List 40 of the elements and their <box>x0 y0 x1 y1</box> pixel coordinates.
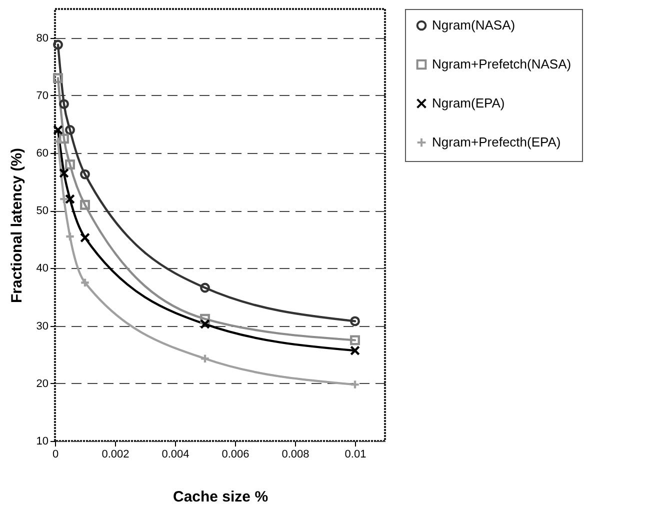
x-tick-label: 0.006 <box>222 448 250 460</box>
point <box>65 232 75 242</box>
point <box>65 160 75 170</box>
point <box>200 314 210 324</box>
y-tick-label: 20 <box>36 378 48 390</box>
point <box>80 200 90 210</box>
point <box>59 99 69 110</box>
point <box>80 169 90 180</box>
legend-label: Ngram(NASA) <box>432 18 516 32</box>
y-axis-title: Fractional latency (%) <box>8 148 26 304</box>
point <box>350 335 360 346</box>
x-tick-label: 0.004 <box>162 448 190 460</box>
point <box>200 282 210 293</box>
legend-label: Ngram+Prefetch(NASA) <box>432 56 572 72</box>
point <box>59 134 69 144</box>
point <box>65 124 75 135</box>
point <box>65 194 75 204</box>
x-tick-label: 0 <box>52 448 59 460</box>
x-tick-label: 0.008 <box>282 448 310 460</box>
y-tick-label: 30 <box>36 320 48 332</box>
x-tick-label: 0.01 <box>344 448 366 460</box>
legend-label: Ngram(EPA) <box>432 96 505 110</box>
point <box>200 319 210 330</box>
y-tick-label: 70 <box>36 90 48 102</box>
legend-label: Ngram+Prefecth(EPA) <box>432 134 561 150</box>
y-tick-label: 80 <box>36 32 48 44</box>
point <box>350 346 360 356</box>
point <box>59 168 69 178</box>
x-axis-title: Cache size % <box>172 488 268 506</box>
y-tick-label: 10 <box>36 436 48 448</box>
y-tick-label: 60 <box>36 148 48 160</box>
y-tick-label: 40 <box>36 262 48 275</box>
x-tick-label: 0.002 <box>102 448 130 460</box>
point <box>80 278 90 288</box>
point <box>59 194 69 204</box>
point <box>53 124 63 135</box>
point <box>53 73 63 84</box>
point <box>80 232 90 243</box>
point <box>200 354 210 364</box>
y-tick-label: 50 <box>36 205 48 218</box>
